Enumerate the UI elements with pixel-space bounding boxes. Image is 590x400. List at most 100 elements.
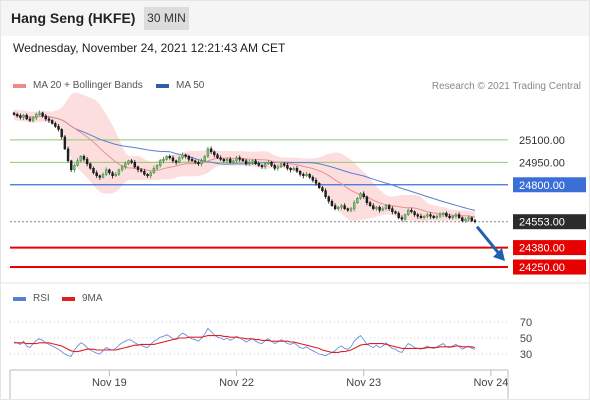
candle-body: [302, 174, 305, 177]
candle-body: [60, 129, 63, 138]
candle-body: [57, 126, 60, 130]
candle-body: [333, 205, 337, 209]
candle-body: [343, 205, 346, 209]
candle-body: [184, 154, 187, 157]
candle-body: [31, 117, 35, 121]
candle-body: [352, 202, 356, 209]
candle-body: [159, 160, 162, 166]
ma20-swatch: [13, 83, 26, 88]
candle-body: [171, 157, 175, 162]
candle-body: [435, 215, 439, 218]
candle-body: [448, 215, 451, 218]
candle-body: [98, 175, 102, 178]
candle-body: [22, 114, 25, 118]
candle-body: [82, 156, 86, 160]
candle-body: [190, 159, 194, 162]
candle-body: [12, 112, 16, 115]
candle-body: [267, 162, 270, 165]
candle-body: [416, 214, 419, 217]
candle-body: [95, 172, 98, 177]
legend-rsi-label: RSI: [33, 293, 50, 304]
candle-body: [209, 148, 213, 153]
forecast-arrow-head: [493, 248, 505, 262]
candle-body: [244, 160, 248, 165]
candle-body: [470, 217, 474, 221]
level-label-24950.00: 24950.00: [519, 157, 565, 169]
candle-body: [41, 112, 44, 117]
legend-ma50-label: MA 50: [176, 80, 205, 91]
candle-body: [235, 157, 238, 162]
x-tick-label-Nov 19: Nov 19: [92, 377, 127, 389]
candle-body: [400, 217, 404, 220]
candle-body: [295, 168, 299, 172]
candle-body: [279, 163, 283, 168]
level-label-24553.00: 24553.00: [519, 217, 565, 229]
candle-body: [391, 208, 394, 212]
candle-body: [251, 160, 254, 163]
ma20-line: [13, 113, 476, 218]
candle-body: [76, 160, 79, 166]
candle-body: [101, 174, 105, 178]
candle-body: [473, 220, 477, 222]
level-tag-24553.00: [513, 214, 586, 230]
forecast-arrow-shaft: [475, 225, 503, 258]
candle-body: [429, 214, 432, 217]
candle-body: [174, 160, 178, 163]
candle-body: [321, 187, 324, 191]
candle-body: [359, 193, 362, 199]
candle-body: [38, 112, 41, 115]
candle-body: [108, 169, 111, 174]
candle-body: [378, 206, 381, 211]
candle-body: [263, 163, 267, 168]
candle-body: [422, 215, 426, 218]
candle-body: [442, 212, 445, 215]
candle-body: [178, 157, 181, 163]
candle-body: [454, 214, 458, 217]
candle-body: [149, 172, 152, 177]
ma50-swatch: [156, 83, 169, 88]
candle-body: [200, 160, 203, 165]
rsi-swatch: [13, 296, 26, 301]
candle-body: [438, 214, 442, 217]
timeframe-badge[interactable]: 30 MIN: [144, 7, 189, 30]
candle-body: [44, 115, 47, 120]
candle-body: [85, 159, 89, 165]
candle-body: [222, 159, 226, 162]
legend-9ma-label: 9MA: [82, 293, 103, 304]
x-tick-label-Nov 23: Nov 23: [346, 377, 381, 389]
x-tick-label-Nov 22: Nov 22: [219, 377, 254, 389]
candle-body: [318, 183, 321, 189]
legend-ma20-label: MA 20 + Bollinger Bands: [33, 80, 143, 91]
candle-body: [368, 202, 372, 206]
candle-body: [260, 165, 264, 168]
candle-body: [111, 172, 114, 177]
legend-ma20: MA 20 + Bollinger Bands: [13, 80, 143, 91]
candle-body: [248, 162, 251, 165]
timestamp: Wednesday, November 24, 2021 12:21:43 AM…: [13, 41, 286, 55]
candle-body: [362, 193, 365, 197]
candle-body: [187, 156, 191, 160]
candle-body: [89, 163, 92, 169]
level-tag-24800.00: [513, 177, 586, 193]
rsi-tick-label-70: 70: [520, 317, 532, 329]
legend-rsi: RSI: [13, 293, 50, 304]
candle-body: [114, 174, 117, 177]
candle-body: [92, 168, 95, 174]
candle-body: [197, 162, 200, 165]
candle-body: [349, 208, 353, 211]
candle-body: [104, 169, 108, 175]
candle-body: [461, 217, 464, 221]
legend-ma50: MA 50: [156, 80, 204, 91]
candle-body: [181, 154, 184, 159]
candle-body: [219, 157, 222, 160]
candle-body: [136, 166, 140, 171]
candle-body: [124, 163, 127, 168]
candle-body: [356, 197, 359, 203]
candle-body: [372, 205, 375, 209]
candle-body: [387, 205, 391, 209]
candle-body: [47, 118, 51, 121]
candle-body: [289, 168, 292, 171]
candle-body: [308, 174, 311, 178]
candle-body: [70, 160, 73, 171]
candle-body: [464, 218, 467, 221]
